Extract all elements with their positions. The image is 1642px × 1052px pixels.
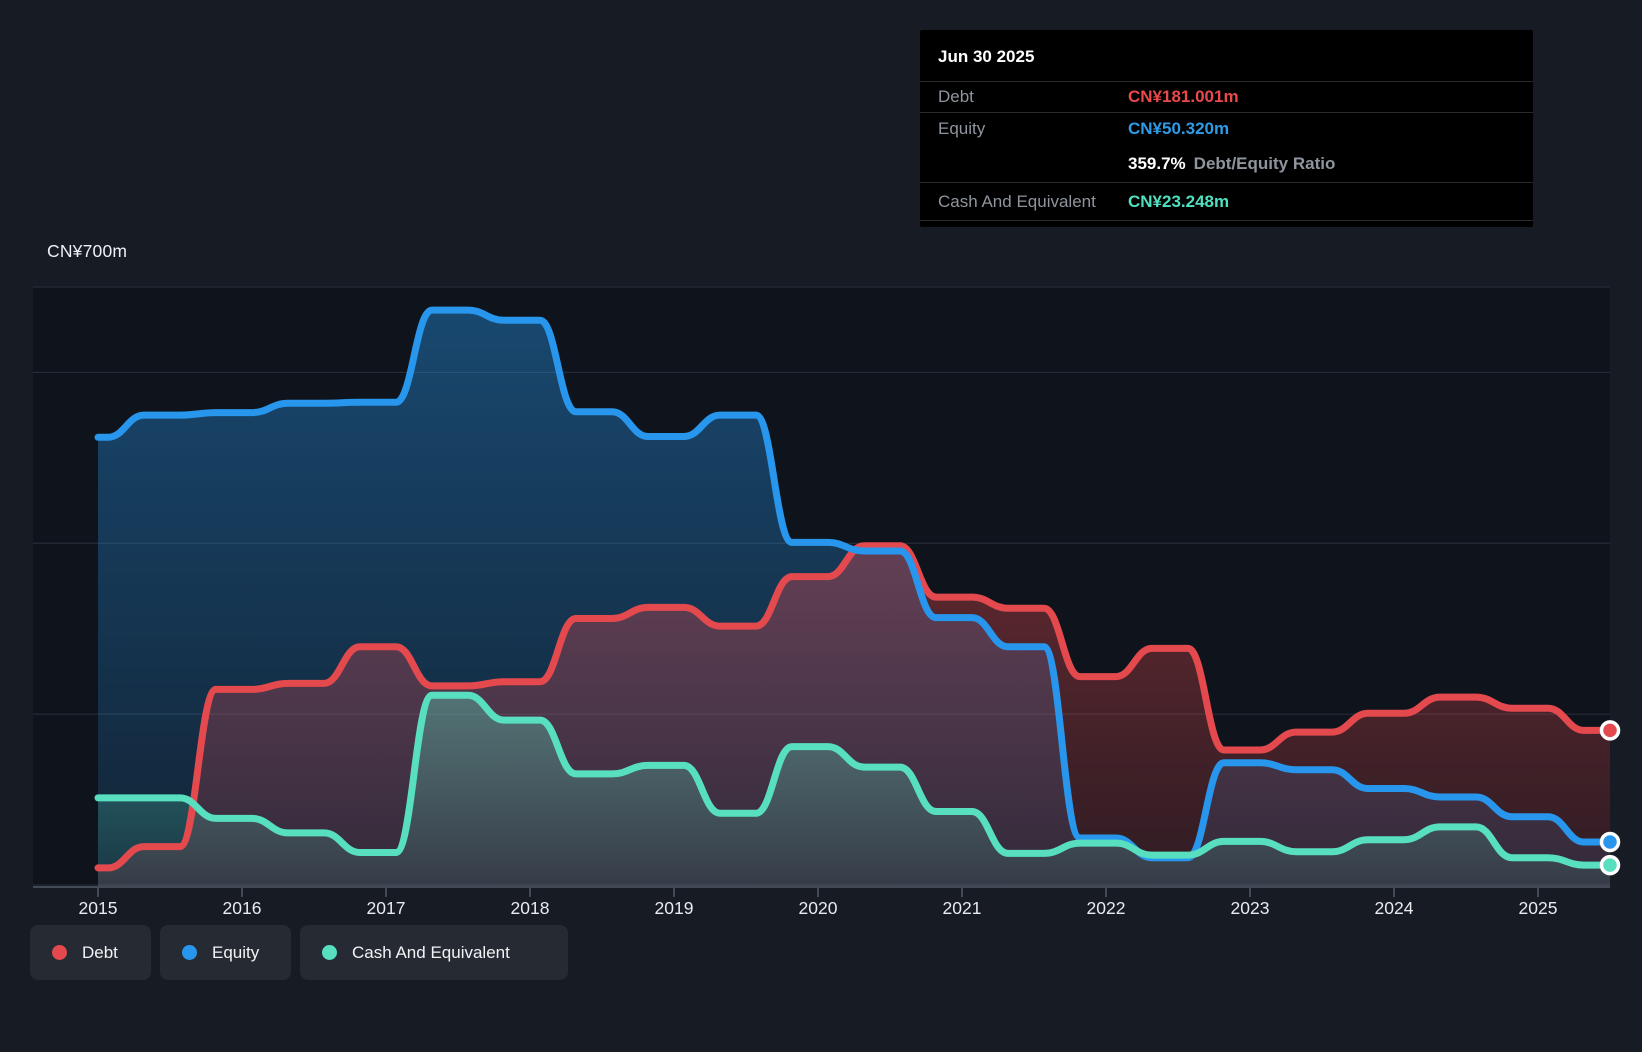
legend-cash-label: Cash And Equivalent xyxy=(352,942,510,962)
tooltip-date: Jun 30 2025 xyxy=(920,30,1533,82)
equity-endpoint-dot xyxy=(1599,831,1621,853)
cash-endpoint-dot xyxy=(1599,854,1621,876)
x-axis-year-label-2017: 2017 xyxy=(366,898,406,918)
x-axis-year-label-2018: 2018 xyxy=(510,898,550,918)
legend-pill-debt[interactable]: Debt xyxy=(30,925,151,980)
x-axis-year-label-2024: 2024 xyxy=(1374,898,1414,918)
tooltip-equity-value: CN¥50.320m xyxy=(1128,119,1230,138)
tooltip-ratio-label: Debt/Equity Ratio xyxy=(1193,153,1336,173)
tooltip-cash-label: Cash And Equivalent xyxy=(938,191,1096,211)
tooltip-debt-label: Debt xyxy=(938,87,974,106)
cash-line xyxy=(94,691,1614,869)
tooltip-equity-row: Equity CN¥50.320m xyxy=(920,113,1533,145)
debt-color-swatch-icon xyxy=(52,945,67,960)
legend-debt-label: Debt xyxy=(82,942,118,962)
y-axis-max-label: CN¥700m xyxy=(47,241,128,261)
debt-endpoint-dot xyxy=(1599,720,1621,741)
x-axis-year-label-2019: 2019 xyxy=(654,898,694,918)
tooltip-debt-row: Debt CN¥181.001m xyxy=(920,82,1533,113)
legend-pill-equity[interactable]: Equity xyxy=(160,925,291,980)
cash-color-swatch-icon xyxy=(322,945,337,960)
legend-pill-cash[interactable]: Cash And Equivalent xyxy=(300,925,568,980)
cash-area xyxy=(98,695,1610,886)
tooltip-ratio-row: 359.7% Debt/Equity Ratio xyxy=(920,145,1533,183)
tooltip-equity-label: Equity xyxy=(938,119,986,138)
tooltip-debt-value: CN¥181.001m xyxy=(1128,87,1239,106)
x-axis-year-label-2020: 2020 xyxy=(798,898,838,918)
tooltip-ratio-value: 359.7% xyxy=(1128,153,1186,173)
equity-line xyxy=(94,306,1614,862)
x-axis-year-label-2022: 2022 xyxy=(1086,898,1126,918)
equity-color-swatch-icon xyxy=(182,945,197,960)
x-axis-year-label-2025: 2025 xyxy=(1518,898,1558,918)
x-axis-year-label-2023: 2023 xyxy=(1230,898,1270,918)
tooltip-cash-row: Cash And Equivalent CN¥23.248m xyxy=(920,183,1533,221)
debt-line xyxy=(94,542,1614,872)
x-axis-year-label-2021: 2021 xyxy=(942,898,982,918)
chart-tooltip: Jun 30 2025 Debt CN¥181.001m Equity CN¥5… xyxy=(920,30,1533,227)
tooltip-cash-value: CN¥23.248m xyxy=(1128,191,1230,211)
x-axis-year-label-2016: 2016 xyxy=(222,898,262,918)
x-axis-year-label-2015: 2015 xyxy=(78,898,118,918)
legend-equity-label: Equity xyxy=(212,942,260,962)
